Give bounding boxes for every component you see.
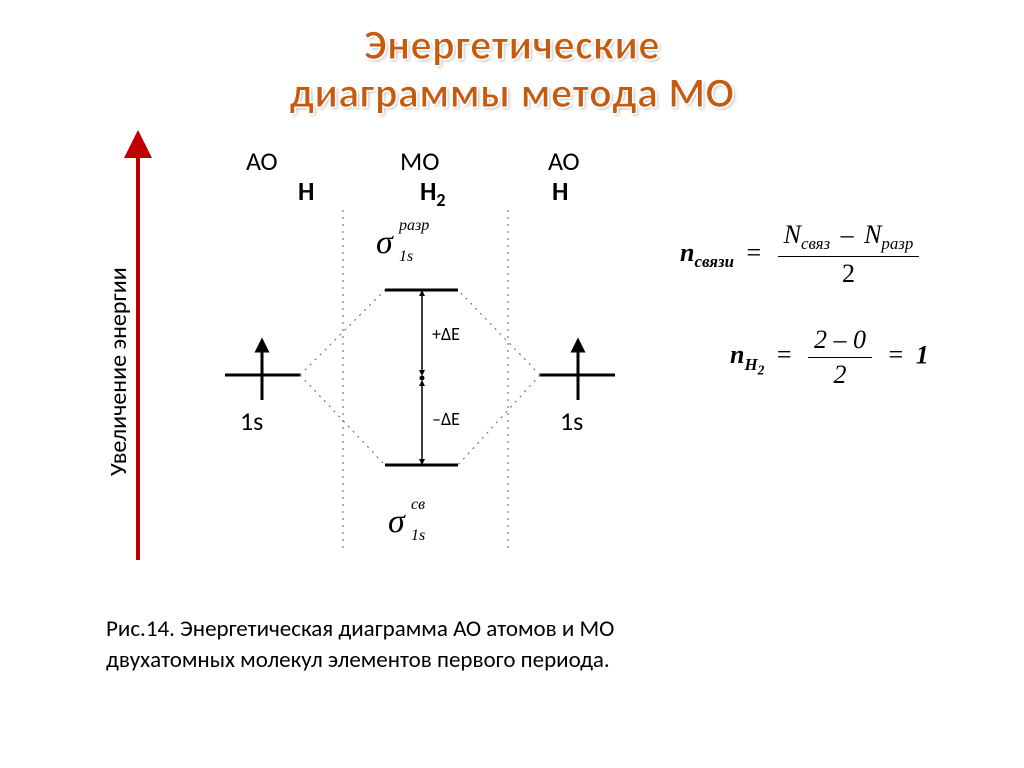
svg-text:св: св <box>411 496 425 513</box>
svg-text:1s: 1s <box>411 527 425 544</box>
caption-line-2: двухатомных молекул элементов первого пе… <box>106 645 614 676</box>
svg-text:1s: 1s <box>399 248 413 265</box>
formula-h2: nH2 = 2 – 0 2 = 1 <box>730 325 929 390</box>
svg-text:σ: σ <box>376 224 394 261</box>
center-dot <box>420 376 425 381</box>
figure-caption: Рис.14. Энергетическая диаграмма АО атом… <box>106 614 614 676</box>
mo-diagram-svg: Увеличение энергии АО МО АО H H2 H +ΔE –… <box>0 130 1024 690</box>
corr-r-bond <box>458 375 540 465</box>
svg-text:σ: σ <box>388 503 406 540</box>
corr-r-anti <box>458 290 540 375</box>
title-line-1: Энергетические <box>0 22 1024 70</box>
diagram-area: Увеличение энергии АО МО АО H H2 H +ΔE –… <box>0 130 1024 690</box>
sigma-anti-label: σ 1s разр <box>376 217 429 265</box>
label-1s-right: 1s <box>560 405 583 437</box>
energy-axis-label: Увеличение энергии <box>104 267 133 476</box>
sigma-bond-label: σ 1s св <box>388 496 425 544</box>
label-1s-left: 1s <box>240 405 263 437</box>
atom-label-center: H2 <box>420 175 446 211</box>
delta-e-plus-label: +ΔE <box>432 323 460 345</box>
col-label-left: АО <box>246 145 278 177</box>
svg-text:разр: разр <box>398 217 429 234</box>
slide-title: Энергетические диаграммы метода МО <box>0 0 1024 119</box>
formula-bond-order: nсвязи = Nсвяз – Nразр 2 <box>680 220 923 289</box>
caption-line-1: Рис.14. Энергетическая диаграмма АО атом… <box>106 614 614 645</box>
atom-label-left: H <box>298 175 314 207</box>
col-label-right: АО <box>548 145 580 177</box>
delta-e-minus-label: –ΔE <box>432 408 460 430</box>
col-label-center: МО <box>400 145 439 177</box>
title-line-2: диаграммы метода МО <box>0 70 1024 118</box>
atom-label-right: H <box>552 175 568 207</box>
